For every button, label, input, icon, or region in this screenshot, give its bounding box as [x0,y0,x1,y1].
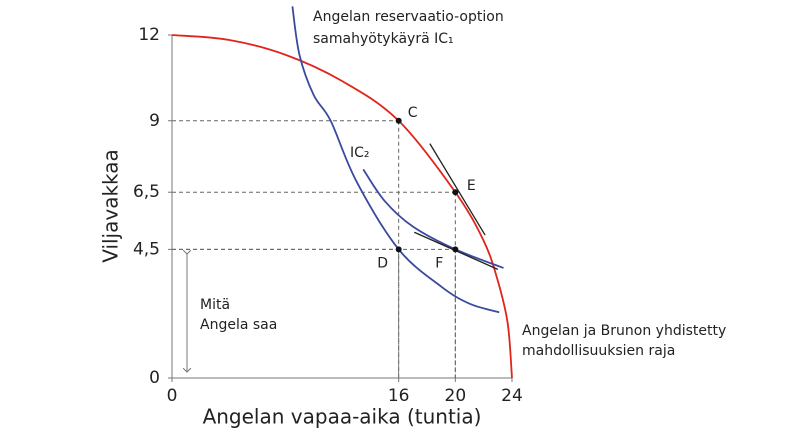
annotation: mahdollisuuksien raja [522,343,675,359]
annotation: samahyötykäyrä IC₁ [313,31,454,47]
y-tick-label: 4,5 [133,239,160,259]
y-axis-label: Viljavakkaa [99,149,123,263]
curve [291,6,500,314]
x-axis-label: Angelan vapaa-aika (tuntia) [203,405,482,429]
curve [171,34,513,379]
annotation: IC₂ [350,145,370,161]
x-tick-label: 20 [445,386,467,406]
annotation: Angela saa [200,317,277,333]
x-tick-label: 0 [167,386,178,406]
point [452,246,459,253]
x-tick-label: 24 [501,386,523,406]
point-label: C [408,105,418,121]
point [395,117,402,124]
y-tick-label: 0 [149,368,160,388]
y-tick-label: 12 [138,25,160,45]
annotation: Angelan reservaatio-option [313,9,504,25]
point [395,246,402,253]
annotation: Angelan ja Brunon yhdistetty [522,323,726,339]
point-label: D [377,255,388,271]
x-tick-label: 16 [388,386,410,406]
point-label: F [435,255,443,271]
point-label: E [467,178,476,194]
y-tick-label: 9 [149,111,160,131]
annotation: Mitä [200,297,230,313]
curve [362,168,504,269]
y-tick-label: 6,5 [133,182,160,202]
curve [429,143,486,236]
point [452,189,459,196]
